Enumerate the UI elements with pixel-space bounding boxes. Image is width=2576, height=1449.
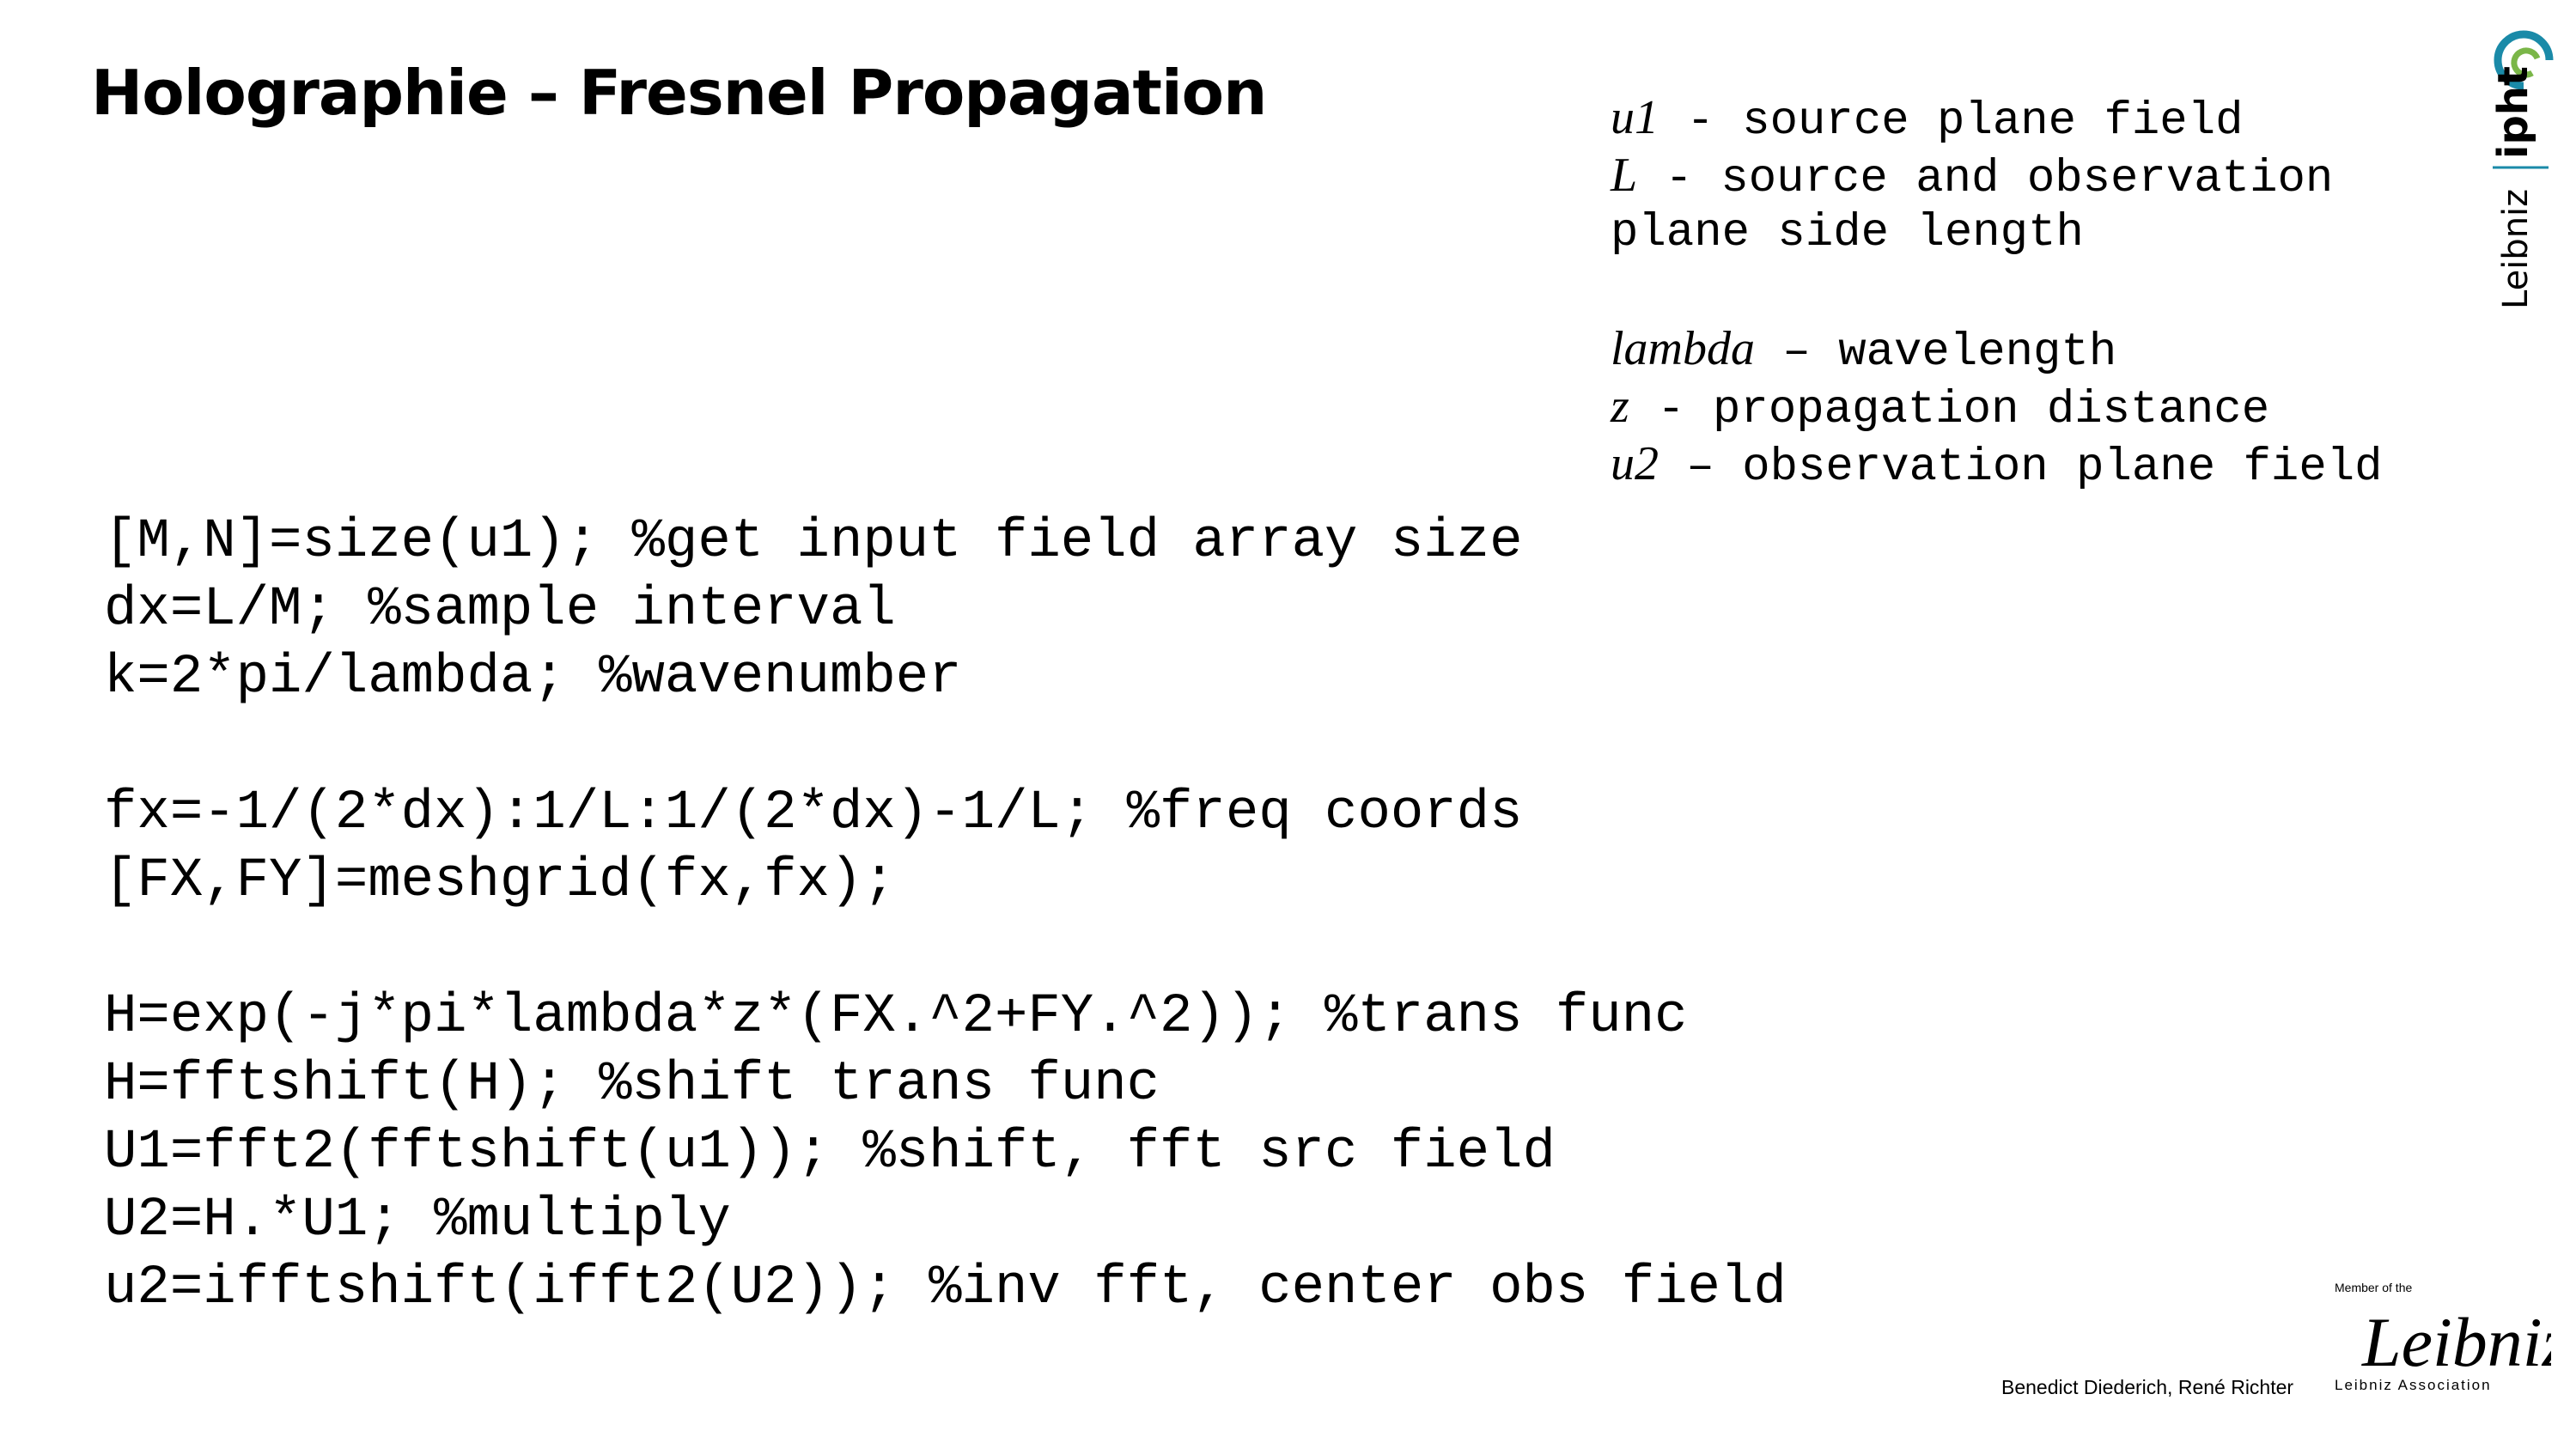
description: plane side length [1611, 207, 2084, 259]
logo-member: Member of the [2335, 1281, 2412, 1294]
definition: L - source and observation [1611, 147, 2383, 205]
logo-name: ipht [2489, 66, 2537, 159]
code-line: fx=-1/(2*dx):1/L:1/(2*dx)-1/L; %freq coo… [104, 782, 1523, 844]
symbol: u2 [1611, 437, 1659, 490]
code-line: dx=L/M; %sample interval [104, 579, 896, 641]
description: - propagation distance [1629, 384, 2270, 436]
authors: Benedict Diederich, René Richter [2001, 1376, 2294, 1398]
code-block: [M,N]=size(u1); %get input field array s… [104, 508, 1787, 1323]
description: – observation plane field [1659, 441, 2383, 494]
code-line: [M,N]=size(u1); %get input field array s… [104, 511, 1523, 573]
code-line: k=2*pi/lambda; %wavenumber [104, 647, 962, 709]
logo-swirl [2494, 30, 2554, 90]
gap [104, 916, 1787, 983]
description: – wavelength [1755, 326, 2117, 379]
code-line: u2=ifftshift(ifft2(U2)); %inv fft, cente… [104, 1257, 1787, 1319]
code-line: H=fftshift(H); %shift trans func [104, 1054, 1160, 1116]
description: - source and observation [1637, 153, 2334, 205]
gap [104, 712, 1787, 780]
leibniz-logo: Member of the Leibniz Leibniz Associatio… [2335, 1281, 2551, 1393]
symbol: lambda [1611, 322, 1755, 375]
definitions: u1 - source plane field L - source and ob… [1611, 89, 2383, 494]
slide-title: Holographie – Fresnel Propagation [91, 57, 1267, 129]
definition: plane side length [1611, 204, 2383, 262]
code-line: U2=H.*U1; %multiply [104, 1190, 731, 1251]
logo-association: Leibniz Association [2335, 1377, 2492, 1393]
definition: u2 – observation plane field [1611, 435, 2383, 494]
definition: u1 - source plane field [1611, 89, 2383, 148]
code-line: U1=fft2(fftshift(u1)); %shift, fft src f… [104, 1122, 1556, 1184]
code-line: H=exp(-j*pi*lambda*z*(FX.^2+FY.^2)); %tr… [104, 986, 1688, 1048]
symbol: z [1611, 380, 1629, 433]
logo-script: Leibniz [2361, 1303, 2551, 1381]
symbol: u1 [1611, 91, 1659, 144]
logo-swirl [2511, 47, 2541, 78]
definition: lambda – wavelength [1611, 320, 2383, 379]
ipht-logo: Leibniz ipht [2489, 30, 2554, 309]
description: - source plane field [1659, 95, 2244, 148]
definition: z - propagation distance [1611, 378, 2383, 436]
gap [1611, 262, 2383, 320]
code-line: [FX,FY]=meshgrid(fx,fx); [104, 850, 896, 912]
symbol: L [1611, 149, 1638, 202]
logo-prefix: Leibniz [2496, 189, 2536, 309]
